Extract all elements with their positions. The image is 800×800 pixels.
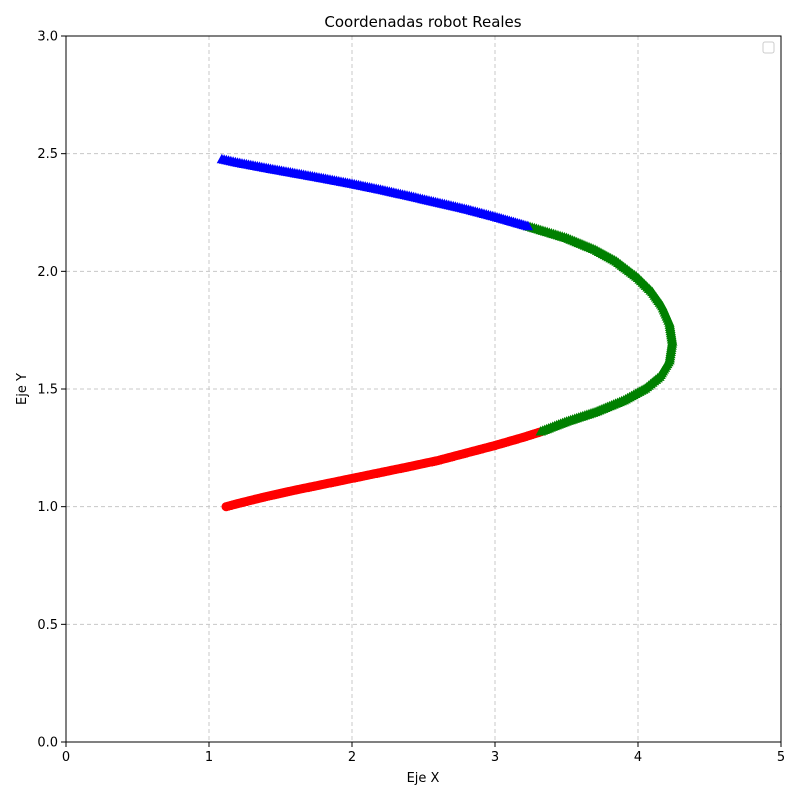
- series-0: [221, 427, 546, 512]
- grid-lines: [66, 36, 781, 742]
- x-axis-ticks: 0 1 2 3 4 5: [62, 742, 785, 765]
- y-tick-label: 0.5: [37, 618, 58, 633]
- x-tick-label: 1: [205, 750, 213, 765]
- series-2: [216, 153, 534, 231]
- y-tick-label: 2.5: [37, 147, 58, 162]
- y-tick-label: 3.0: [37, 30, 58, 45]
- x-tick-label: 0: [62, 750, 70, 765]
- x-tick-label: 2: [348, 750, 356, 765]
- chart-title: Coordenadas robot Reales: [324, 13, 521, 31]
- y-tick-label: 1.0: [37, 500, 58, 515]
- series-layer: [216, 153, 678, 512]
- y-tick-label: 2.0: [37, 265, 58, 280]
- y-axis-label: Eje Y: [15, 373, 30, 405]
- x-tick-label: 5: [777, 750, 785, 765]
- y-tick-label: 0.0: [37, 736, 58, 751]
- data-point: [216, 153, 228, 164]
- x-axis-label: Eje X: [407, 771, 440, 786]
- y-tick-label: 1.5: [37, 383, 58, 398]
- y-axis-ticks: 0.0 0.5 1.0 1.5 2.0 2.5 3.0: [37, 30, 66, 751]
- series-1: [522, 220, 678, 436]
- legend-box: [762, 41, 775, 54]
- x-tick-label: 4: [634, 750, 642, 765]
- x-tick-label: 3: [491, 750, 499, 765]
